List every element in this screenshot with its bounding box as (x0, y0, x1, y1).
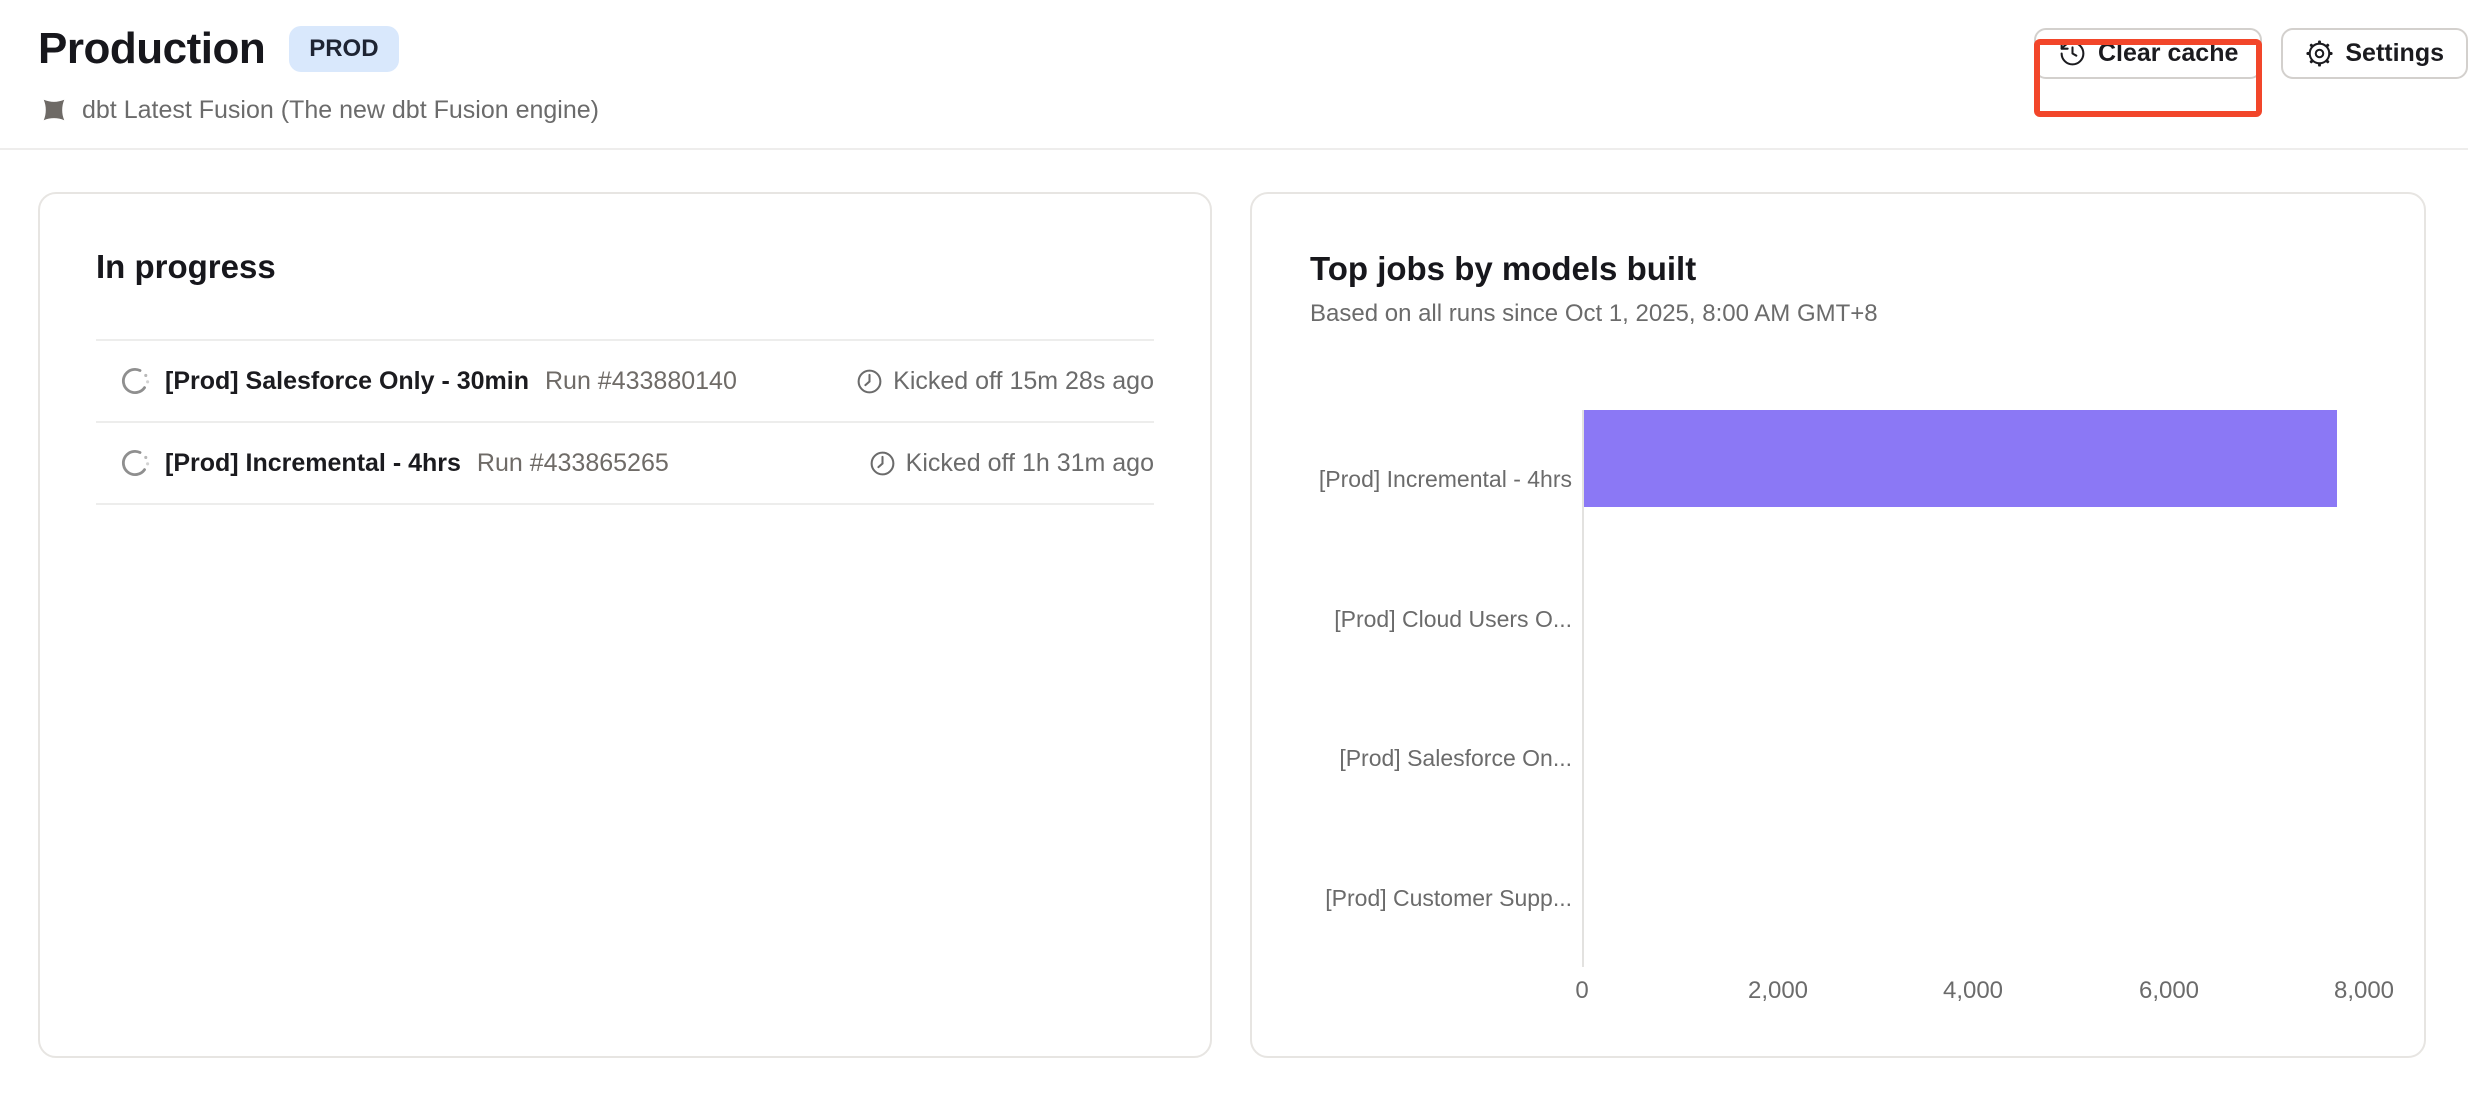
spinner-icon (118, 446, 152, 480)
header-actions: Clear cache (2034, 28, 2468, 79)
run-row[interactable]: [Prod] Salesforce Only - 30min Run #4338… (96, 341, 1154, 423)
bar-chart: [Prod] Incremental - 4hrs [Prod] Cloud U… (1252, 410, 2394, 1030)
run-row[interactable]: [Prod] Incremental - 4hrs Run #433865265… (96, 423, 1154, 505)
settings-button[interactable]: Settings (2281, 28, 2468, 79)
clear-cache-button[interactable]: Clear cache (2034, 28, 2263, 79)
spinner-icon (118, 364, 152, 398)
in-progress-card: In progress [Prod] Salesforce Only - 30m… (38, 192, 1212, 1058)
in-progress-heading: In progress (96, 248, 276, 285)
runs-list: [Prod] Salesforce Only - 30min Run #4338… (96, 339, 1154, 505)
x-tick-label: 0 (1575, 977, 1589, 1004)
y-axis-label: [Prod] Incremental - 4hrs (1318, 466, 1572, 492)
y-axis-line (1582, 410, 1584, 967)
kicked-off-text: Kicked off 15m 28s ago (893, 366, 1154, 395)
chart-subtitle: Based on all runs since Oct 1, 2025, 8:0… (1310, 300, 1878, 327)
settings-label: Settings (2345, 39, 2444, 67)
kicked-off-status: Kicked off 15m 28s ago (855, 367, 1154, 396)
page-header: Production PROD dbt Latest Fusion (The n… (38, 24, 2430, 126)
chart-bar[interactable] (1584, 410, 1623, 507)
run-number-link[interactable]: Run #433880140 (545, 366, 737, 395)
history-icon (2058, 39, 2087, 68)
x-tick-label: 4,000 (1942, 977, 2004, 1004)
clock-icon (855, 367, 884, 396)
x-tick-label: 6,000 (2138, 977, 2200, 1004)
y-axis-label: [Prod] Cloud Users O... (1334, 606, 1572, 632)
kicked-off-text: Kicked off 1h 31m ago (905, 448, 1154, 477)
chart-title: Top jobs by models built (1310, 250, 1697, 287)
x-tick-label: 8,000 (2333, 977, 2394, 1004)
x-tick-label: 2,000 (1747, 977, 1809, 1004)
header-divider (0, 148, 2468, 150)
y-axis-label: [Prod] Customer Supp... (1325, 885, 1572, 911)
kicked-off-status: Kicked off 1h 31m ago (868, 449, 1154, 478)
y-axis-label: [Prod] Salesforce On... (1339, 745, 1572, 771)
gear-icon (2305, 39, 2334, 68)
page-title: Production (38, 24, 266, 73)
job-name: [Prod] Salesforce Only - 30min (165, 366, 529, 395)
chart-bar[interactable] (1584, 410, 1837, 507)
run-number-link[interactable]: Run #433865265 (476, 448, 669, 477)
clock-icon (868, 449, 897, 478)
dbt-logo-icon (38, 94, 70, 126)
environment-subtitle-text: dbt Latest Fusion (The new dbt Fusion en… (82, 95, 599, 124)
top-jobs-card: Top jobs by models built Based on all ru… (1250, 192, 2426, 1058)
clear-cache-label: Clear cache (2098, 39, 2239, 67)
environment-subtitle: dbt Latest Fusion (The new dbt Fusion en… (38, 94, 2430, 126)
env-badge: PROD (289, 25, 399, 73)
job-name: [Prod] Incremental - 4hrs (165, 448, 461, 477)
